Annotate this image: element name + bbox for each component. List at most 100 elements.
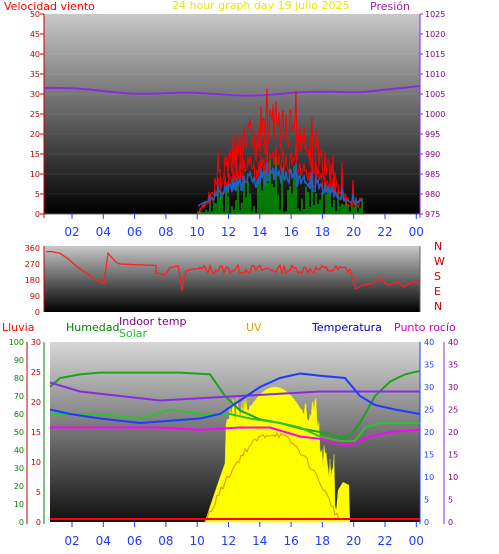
hour-label: 22	[377, 534, 392, 548]
temperature-tick-label: 5	[424, 496, 429, 505]
uv-label: UV	[246, 321, 262, 334]
hour-label: 08	[158, 534, 173, 548]
temperature-tick-label: 40	[424, 338, 434, 347]
direction-tick-label: 360	[25, 244, 40, 253]
hour-label: 18	[315, 534, 330, 548]
humidity-tick-label: 80	[14, 374, 24, 383]
solar-area	[204, 386, 346, 523]
graph-title: 24 hour graph day 19 julio 2025	[172, 0, 349, 12]
hour-label: 14	[252, 225, 267, 239]
hour-label: 02	[64, 225, 79, 239]
bottom-hour-ticks: 02 04 06 08 10 12 14 16 18 20 22 00	[64, 522, 424, 548]
hour-label: 22	[377, 225, 392, 239]
dewpoint-tick-label: 25	[448, 406, 458, 415]
temperature-line	[49, 372, 421, 425]
pressure-tick-label: 1025	[425, 10, 445, 19]
dewpoint-line	[50, 426, 421, 447]
hour-label: 02	[64, 534, 79, 548]
hour-label: 16	[283, 534, 298, 548]
indoor-temp-label: Indoor temp	[119, 315, 186, 328]
hour-label: 06	[127, 225, 142, 239]
temperature-label: Temperatura	[311, 321, 382, 334]
hour-label: 16	[283, 225, 298, 239]
dewpoint-tick-label: 0	[448, 518, 453, 527]
rain-tick-label: 5	[36, 488, 41, 497]
humidity-tick-label: 70	[14, 392, 24, 401]
humidity-tick-label: 60	[14, 410, 24, 419]
rain-tick-label: 20	[31, 398, 41, 407]
compass-letter: W	[434, 255, 445, 268]
rain-label: Lluvia	[2, 321, 34, 334]
pressure-tick-label: 1000	[425, 110, 445, 119]
hour-label: 12	[221, 534, 236, 548]
hour-label: 18	[315, 225, 330, 239]
direction-panel-plot	[44, 246, 420, 312]
hour-label: 00	[409, 534, 424, 548]
dewpoint-tick-label: 35	[448, 361, 458, 370]
temperature-tick-label: 20	[424, 428, 434, 437]
dewpoint-tick-label: 10	[448, 473, 458, 482]
hour-label: 20	[346, 534, 361, 548]
humidity-tick-label: 30	[14, 464, 24, 473]
pressure-tick-label: 1020	[425, 30, 445, 39]
pressure-tick-label: 980	[425, 190, 440, 199]
rain-tick-label: 25	[31, 368, 41, 377]
hour-label: 06	[127, 534, 142, 548]
pressure-tick-label: 1010	[425, 70, 445, 79]
solar-temp-line	[50, 408, 420, 442]
top-right-ticks: 1025 1020 1015 1010 1005 1000 995 990 985 980 975	[420, 10, 445, 219]
temperature-tick-label: 0	[424, 518, 429, 527]
humidity-label: Humedad	[66, 321, 119, 334]
direction-series	[46, 250, 421, 291]
direction-tick-label: 0	[35, 308, 40, 317]
hour-label: 04	[96, 534, 111, 548]
rain-tick-label: 30	[31, 338, 41, 347]
dewpoint-tick-label: 30	[448, 383, 458, 392]
compass-letter: E	[434, 285, 441, 298]
hour-label: 04	[96, 225, 111, 239]
direction-tick-label: 180	[25, 276, 40, 285]
humidity-tick-label: 40	[14, 446, 24, 455]
pressure-label: Presión	[370, 0, 410, 13]
dewpoint-label: Punto rocío	[394, 321, 456, 334]
wind-tick-label: 30	[30, 90, 40, 99]
direction-line	[46, 250, 421, 291]
humidity-tick-label: 10	[14, 500, 24, 509]
bottom-series	[49, 369, 421, 523]
top-grid	[44, 33, 420, 195]
humidity-tick-label: 50	[14, 428, 24, 437]
pressure-tick-label: 975	[425, 210, 440, 219]
hour-label: 08	[158, 225, 173, 239]
compass-letter: S	[434, 270, 441, 283]
pressure-line	[44, 85, 421, 97]
direction-tick-label: 90	[30, 292, 40, 301]
dewpoint-tick-label: 15	[448, 451, 458, 460]
temperature-tick-label: 25	[424, 406, 434, 415]
pressure-tick-label: 990	[425, 150, 440, 159]
temperature-tick-label: 15	[424, 451, 434, 460]
rain-tick-label: 15	[31, 428, 41, 437]
rain-tick-label: 10	[31, 458, 41, 467]
solar-label: Solar	[119, 327, 148, 340]
humidity-tick-label: 20	[14, 482, 24, 491]
solar-area-late	[335, 482, 350, 522]
hour-label: 00	[409, 225, 424, 239]
hour-label: 10	[190, 225, 205, 239]
indoor-temp-line	[49, 381, 420, 402]
temperature-tick-label: 30	[424, 383, 434, 392]
wind-tick-label: 45	[30, 30, 40, 39]
wind-tick-label: 0	[35, 210, 40, 219]
wind-line	[197, 140, 363, 214]
uv-line	[204, 432, 340, 522]
hour-label: 14	[252, 534, 267, 548]
rain-tick-label: 0	[36, 518, 41, 527]
wind-speed-label: Velocidad viento	[4, 0, 95, 13]
wind-tick-label: 10	[30, 170, 40, 179]
hour-label: 12	[221, 225, 236, 239]
direction-ticks: 360 270 180 90 0	[25, 244, 40, 317]
dewpoint-tick-label: 5	[448, 496, 453, 505]
humidity-tick-label: 100	[9, 338, 24, 347]
wind-tick-label: 50	[30, 10, 40, 19]
